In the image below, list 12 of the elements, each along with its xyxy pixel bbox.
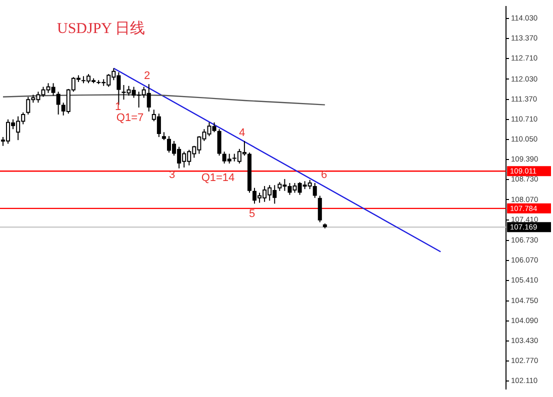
annotation: 3 (168, 169, 176, 182)
candlestick (318, 195, 322, 223)
annotation: Q1=14 (201, 172, 235, 184)
annotation: 5 (248, 208, 256, 220)
candlestick (217, 128, 222, 156)
annotation: 4 (238, 127, 246, 140)
candlestick (56, 91, 60, 116)
text: USDJPY 日线 (57, 20, 146, 38)
annotation: 2 (144, 70, 150, 82)
annotation: 1 (114, 101, 122, 114)
annotation: 6 (320, 169, 328, 182)
annotation: Q1=7 (116, 112, 144, 124)
